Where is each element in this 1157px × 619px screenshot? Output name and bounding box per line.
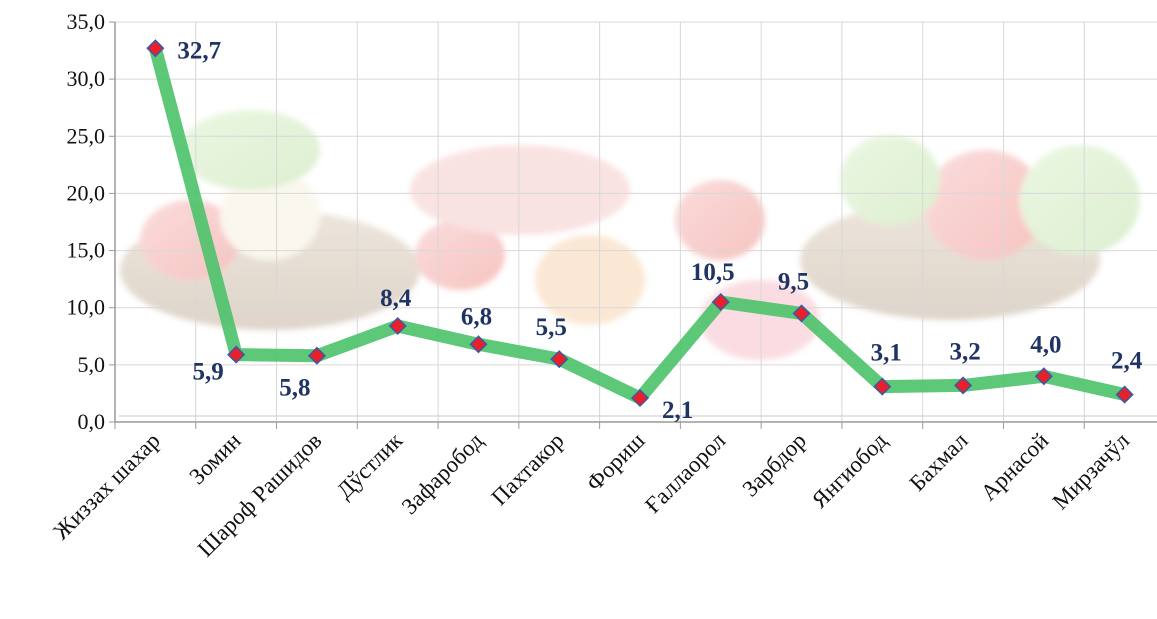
data-value-label: 2,1 (662, 397, 693, 424)
data-point-marker (1115, 385, 1134, 404)
x-category-label: Зомин (184, 428, 245, 489)
data-point-marker (227, 345, 246, 364)
data-labels: 32,7 5,9 5,8 8,4 6,8 5,5 2,1 10,5 9,5 3,1 3,2 4,0 2,… (177, 37, 1142, 424)
data-value-label: 10,5 (691, 259, 735, 286)
x-category-label: Зарбдор (737, 428, 811, 502)
axes (109, 21, 1157, 429)
data-point-marker (146, 39, 165, 58)
y-tick-label: 10,0 (67, 295, 106, 320)
x-category-label: Пахтакор (487, 428, 569, 510)
x-category-label: Фориш (582, 428, 650, 496)
y-tick-label: 30,0 (67, 66, 106, 91)
data-point-marker (388, 316, 407, 336)
y-tick-label: 20,0 (67, 180, 106, 205)
y-tick-label: 15,0 (67, 238, 106, 263)
x-category-label: Мирзачўл (1048, 428, 1135, 515)
x-category-label: Ғаллаорол (640, 428, 730, 518)
data-point-marker (550, 350, 569, 369)
data-point-marker (873, 377, 892, 396)
data-value-label: 6,8 (461, 303, 492, 330)
x-category-label: Жиззах шахар (48, 428, 164, 544)
data-value-label: 5,5 (536, 314, 567, 341)
data-point-marker (630, 388, 650, 408)
data-point-marker (469, 335, 488, 354)
data-value-label: 3,2 (949, 338, 980, 365)
x-category-label: Зафаробод (397, 428, 488, 519)
data-value-label: 4,0 (1030, 331, 1061, 358)
data-value-label: 32,7 (177, 37, 221, 64)
y-tick-label: 5,0 (78, 352, 106, 377)
x-category-label: Дўстлик (332, 427, 408, 503)
data-point-marker (307, 346, 326, 365)
x-category-label: Янгиобод (807, 428, 892, 513)
data-point-marker (954, 376, 973, 395)
y-tick-label: 0,0 (78, 409, 106, 434)
x-category-label: Бахмал (905, 428, 973, 496)
data-point-marker (792, 304, 811, 323)
y-axis-tick-labels: 0,0 5,0 10,0 15,0 20,0 25,0 30,0 35,0 (67, 9, 106, 434)
y-tick-label: 35,0 (67, 9, 106, 34)
data-point-marker (711, 292, 730, 312)
data-value-label: 5,8 (279, 375, 310, 402)
y-tick-label: 25,0 (67, 123, 106, 148)
data-value-label: 2,4 (1111, 348, 1143, 375)
data-point-marker (1034, 367, 1053, 386)
data-value-label: 8,4 (380, 285, 412, 312)
series-markers (146, 39, 1134, 408)
data-value-label: 5,9 (193, 359, 224, 386)
data-value-label: 9,5 (778, 268, 809, 295)
x-category-label: Арнасой (976, 428, 1054, 506)
background-wash (115, 22, 1157, 422)
data-value-label: 3,1 (871, 340, 902, 367)
